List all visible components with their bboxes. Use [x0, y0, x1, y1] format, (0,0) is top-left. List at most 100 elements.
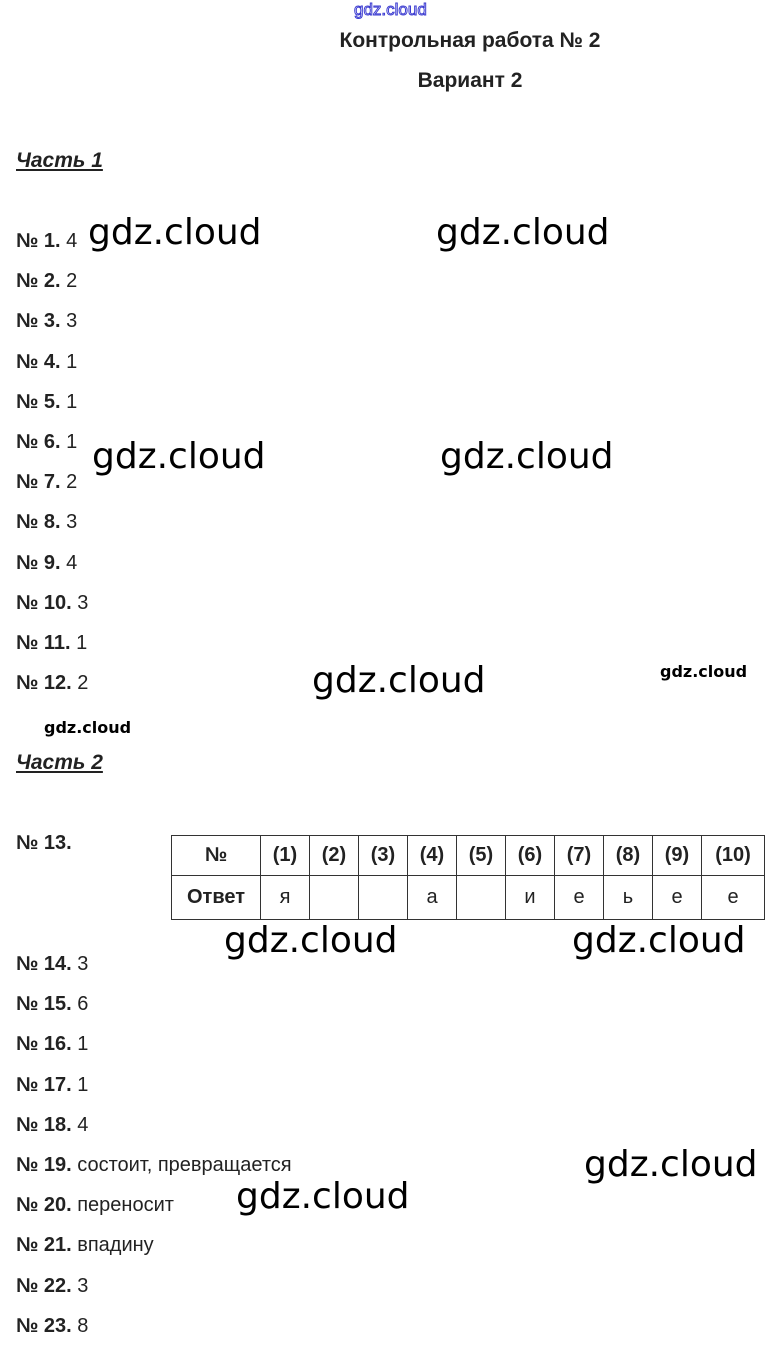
item-number: № 11.: [16, 632, 71, 654]
answer-item: № 11. 1: [16, 631, 87, 655]
table-answer-cell: ь: [603, 875, 653, 920]
table-header-cell: (8): [603, 835, 653, 876]
item-answer: 1: [66, 431, 78, 453]
item-number: № 3.: [16, 310, 61, 333]
answer-item: № 4. 1: [16, 350, 77, 374]
answer-item: № 8. 3: [16, 510, 77, 534]
item-answer: состоит, превращается: [77, 1154, 292, 1176]
watermark: gdz.cloud: [584, 1144, 758, 1185]
item-number: № 13.: [16, 832, 72, 854]
answer-item: № 3. 3: [16, 309, 77, 333]
watermark: gdz.cloud: [436, 212, 610, 253]
item-answer: 1: [76, 632, 88, 654]
table-answer-cell: е: [701, 875, 765, 920]
item-number: № 16.: [16, 1033, 72, 1056]
answer-item: № 14. 3: [16, 952, 88, 976]
variant-title: Вариант 2: [417, 69, 523, 92]
item-number: № 12.: [16, 672, 72, 695]
answer-item: № 22. 3: [16, 1274, 88, 1298]
item-number: № 19.: [16, 1154, 72, 1176]
item-number: № 15.: [16, 993, 72, 1016]
answer-item: № 17. 1: [16, 1073, 88, 1097]
table-answer-cell: а: [407, 875, 457, 920]
watermark: gdz.cloud: [236, 1176, 410, 1217]
item-number: № 18.: [16, 1113, 72, 1136]
item-answer: 3: [66, 511, 78, 534]
item-answer: 3: [77, 953, 89, 975]
item-number: № 6.: [16, 431, 61, 453]
table-header-cell: (4): [407, 835, 457, 876]
item-answer: переносит: [77, 1194, 174, 1217]
item-number: № 22.: [16, 1274, 72, 1297]
item-number: № 5.: [16, 390, 61, 413]
item-answer: 3: [77, 1274, 89, 1297]
item-answer: 4: [66, 230, 78, 252]
watermark: gdz.cloud: [44, 718, 132, 737]
watermark: gdz.cloud: [88, 212, 262, 253]
watermark: gdz.cloud: [660, 662, 748, 681]
item-answer: 2: [66, 270, 78, 293]
item-number: № 4.: [16, 350, 61, 373]
answer-item: № 15. 6: [16, 992, 88, 1016]
item-answer: 1: [66, 390, 78, 413]
answer-item: № 7. 2: [16, 470, 77, 494]
item-answer: 3: [66, 310, 78, 333]
item-answer: 4: [66, 551, 78, 574]
answer-item: № 18. 4: [16, 1113, 88, 1137]
table-header-cell: (6): [505, 835, 555, 876]
item-number: № 10.: [16, 591, 72, 614]
item-answer: 2: [77, 672, 89, 695]
watermark: gdz.cloud: [224, 920, 398, 961]
answer-item: № 23. 8: [16, 1314, 88, 1338]
table-answer-cell: [456, 875, 506, 920]
answer-item: № 20. переносит: [16, 1193, 174, 1217]
watermark: gdz.cloud: [312, 660, 486, 701]
item-number: № 9.: [16, 551, 61, 574]
item-answer: 6: [77, 993, 89, 1016]
table-header-cell: (10): [701, 835, 765, 876]
table-answer-cell: Ответ: [171, 875, 261, 920]
table-answer-cell: [358, 875, 408, 920]
item-13: № 13.: [16, 831, 72, 855]
answer-item: № 1. 4: [16, 229, 77, 253]
item-answer: 4: [77, 1113, 89, 1136]
answer-item: № 6. 1: [16, 430, 77, 454]
item-answer: 8: [77, 1314, 89, 1337]
item-number: № 14.: [16, 953, 72, 975]
answer-item: № 12. 2: [16, 671, 88, 695]
answer-item: № 5. 1: [16, 390, 77, 414]
item-answer: 1: [77, 1033, 89, 1056]
table-answer-cell: [309, 875, 359, 920]
table-answer-cell: е: [652, 875, 702, 920]
table-answer-cell: я: [260, 875, 310, 920]
answer-item: № 16. 1: [16, 1032, 88, 1056]
item-answer: 1: [66, 350, 78, 373]
answer-table: № (1) (2) (3) (4) (5) (6) (7) (8) (9) (10) Ответ я а…: [171, 835, 765, 920]
table-answer-cell: е: [554, 875, 604, 920]
table-header-cell: №: [171, 835, 261, 876]
item-number: № 8.: [16, 511, 61, 534]
item-answer: впадину: [77, 1234, 154, 1257]
table-answer-cell: и: [505, 875, 555, 920]
page-title: Контрольная работа № 2: [339, 29, 601, 52]
item-number: № 1.: [16, 230, 61, 252]
part1-heading: Часть 1: [16, 149, 103, 172]
item-number: № 23.: [16, 1314, 72, 1337]
item-number: № 2.: [16, 270, 61, 293]
answer-item: № 10. 3: [16, 591, 88, 615]
item-number: № 21.: [16, 1234, 72, 1257]
item-answer: 1: [77, 1073, 89, 1096]
answer-item: № 9. 4: [16, 551, 77, 575]
answer-item: № 21. впадину: [16, 1233, 154, 1257]
watermark: gdz.cloud: [440, 436, 614, 477]
item-number: № 20.: [16, 1194, 72, 1217]
table-header-cell: (3): [358, 835, 408, 876]
table-header-cell: (7): [554, 835, 604, 876]
answer-item: № 19. состоит, превращается: [16, 1153, 292, 1177]
item-answer: 3: [77, 591, 89, 614]
item-number: № 17.: [16, 1073, 72, 1096]
item-answer: 2: [66, 471, 78, 494]
table-header-cell: (1): [260, 835, 310, 876]
watermark-top: gdz.cloud: [354, 0, 428, 20]
table-header-cell: (2): [309, 835, 359, 876]
